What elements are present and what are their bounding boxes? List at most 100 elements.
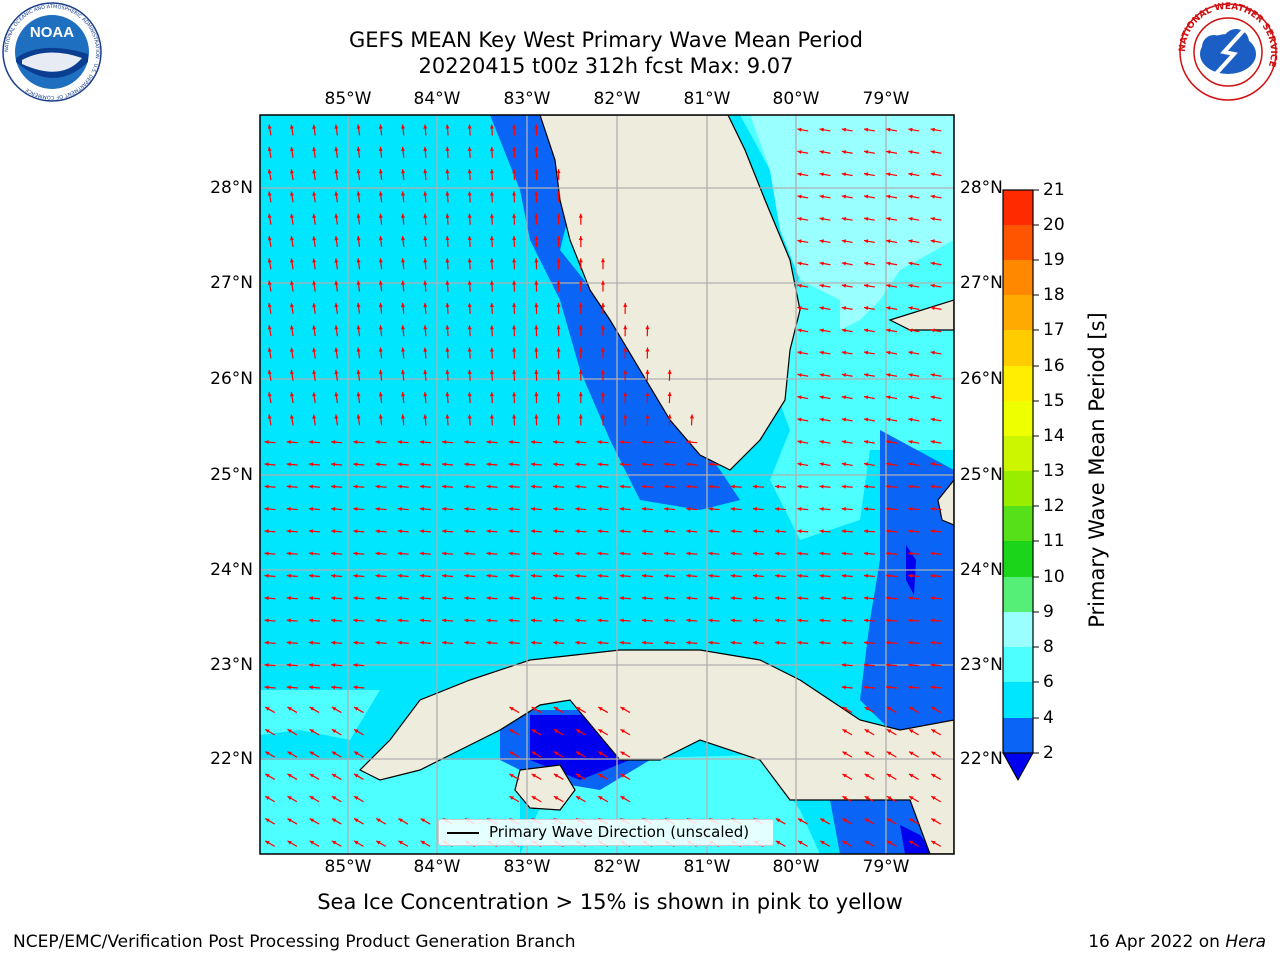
wave-direction-arrow — [509, 795, 520, 803]
wave-direction-arrow — [819, 216, 831, 221]
wave-direction-arrow — [312, 347, 317, 359]
wave-direction-arrow — [331, 462, 343, 467]
wave-direction-arrow — [423, 258, 428, 270]
wave-direction-arrow — [309, 751, 320, 758]
wave-direction-arrow — [908, 529, 920, 534]
wave-direction-arrow — [397, 640, 409, 645]
wave-direction-arrow — [286, 506, 298, 511]
wave-direction-arrow — [442, 640, 454, 645]
wave-direction-arrow — [530, 596, 542, 601]
wave-direction-arrow — [863, 194, 875, 199]
wave-direction-arrow — [419, 484, 431, 489]
wave-direction-arrow — [423, 325, 428, 337]
wave-direction-arrow — [686, 596, 698, 601]
wave-direction-arrow — [331, 818, 342, 825]
wave-direction-arrow — [819, 395, 831, 400]
wave-direction-arrow — [467, 235, 472, 248]
wave-direction-arrow — [556, 213, 561, 225]
wave-direction-arrow — [489, 124, 494, 136]
wave-direction-arrow — [908, 640, 920, 645]
wave-direction-arrow — [486, 551, 498, 556]
wave-direction-arrow — [378, 169, 383, 181]
wave-direction-arrow — [464, 462, 476, 467]
wave-direction-arrow — [401, 302, 406, 314]
wave-direction-arrow — [375, 462, 387, 467]
wave-direction-arrow — [797, 573, 809, 578]
noaa-logo: NOAA NATIONAL OCEANIC AND ATMOSPHERIC AD… — [2, 2, 102, 102]
wave-direction-arrow — [819, 127, 831, 132]
wave-direction-arrow — [863, 663, 875, 668]
wave-direction-arrow — [908, 239, 920, 244]
wave-direction-arrow — [353, 840, 364, 847]
wave-direction-arrow — [930, 818, 942, 825]
wave-direction-arrow — [375, 440, 387, 445]
wave-direction-arrow — [556, 280, 561, 292]
colorbar-segment — [1003, 330, 1033, 366]
wave-direction-arrow — [575, 506, 587, 511]
wave-direction-arrow — [467, 258, 472, 270]
wave-direction-arrow — [886, 194, 898, 199]
wave-direction-arrow — [312, 325, 317, 337]
wave-direction-arrow — [797, 216, 809, 221]
wave-direction-arrow — [353, 462, 365, 467]
wave-direction-arrow — [553, 706, 564, 714]
wave-direction-arrow — [908, 596, 920, 601]
wave-direction-arrow — [508, 618, 520, 623]
wave-direction-arrow — [908, 551, 920, 556]
wave-direction-arrow — [353, 751, 364, 758]
wave-direction-arrow — [752, 484, 764, 489]
wave-direction-arrow — [401, 169, 406, 181]
wave-direction-arrow — [308, 596, 320, 601]
wave-direction-arrow — [423, 347, 428, 359]
wave-direction-arrow — [397, 596, 409, 601]
nws-logo: NATIONAL WEATHER SERVICE — [1178, 2, 1278, 101]
wave-direction-arrow — [597, 506, 609, 511]
wave-direction-arrow — [930, 417, 942, 422]
wave-direction-arrow — [530, 529, 542, 534]
wave-direction-arrow — [619, 596, 631, 601]
colorbar-tick-label: 19 — [1043, 250, 1065, 270]
wave-direction-arrow — [863, 395, 875, 400]
contour-2-4-bahamas — [860, 430, 954, 740]
wave-direction-arrow — [264, 440, 276, 445]
wave-direction-arrow — [331, 484, 343, 489]
wave-direction-arrow — [331, 840, 342, 847]
wave-direction-arrow — [708, 573, 720, 578]
wave-direction-arrow — [708, 462, 720, 467]
wave-direction-arrow — [467, 392, 472, 404]
wave-direction-arrow — [401, 258, 406, 270]
wave-direction-arrow — [308, 640, 320, 645]
wave-direction-arrow — [289, 146, 294, 158]
wave-direction-arrow — [353, 529, 365, 534]
colorbar-tick-label: 13 — [1043, 461, 1065, 481]
wave-direction-arrow — [908, 795, 919, 803]
wave-direction-arrow — [356, 124, 361, 136]
colorbar-under-triangle — [1002, 752, 1034, 782]
wave-direction-arrow — [841, 596, 853, 601]
wave-direction-arrow — [686, 440, 698, 445]
wave-direction-arrow — [619, 506, 631, 511]
wave-direction-arrow — [863, 172, 875, 177]
wave-direction-arrow — [908, 706, 919, 714]
wave-direction-arrow — [752, 618, 764, 623]
wave-direction-arrow — [908, 306, 920, 311]
wave-direction-arrow — [886, 529, 898, 534]
wave-direction-arrow — [445, 235, 450, 248]
wave-direction-arrow — [908, 728, 919, 736]
wave-direction-arrow — [886, 506, 898, 511]
wave-direction-arrow — [797, 596, 809, 601]
wave-direction-arrow — [289, 414, 294, 426]
lat-label-left: 26°N — [210, 369, 253, 389]
wave-direction-arrow — [819, 551, 831, 556]
colorbar-segment — [1003, 295, 1033, 330]
wave-direction-arrow — [620, 728, 631, 736]
contour-2-4-gulf-coast — [490, 115, 740, 510]
wave-direction-arrow — [423, 392, 428, 404]
colorbar-segment — [1003, 612, 1033, 647]
wave-direction-arrow — [797, 150, 809, 155]
wave-direction-arrow — [797, 818, 808, 825]
wave-direction-arrow — [578, 325, 583, 337]
wave-direction-arrow — [664, 640, 676, 645]
wave-direction-arrow — [289, 258, 294, 270]
